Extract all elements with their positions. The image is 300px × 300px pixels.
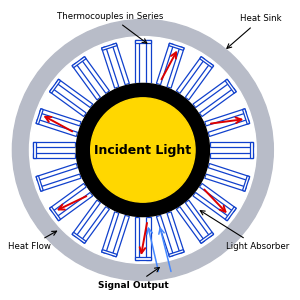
Polygon shape (185, 63, 214, 100)
Polygon shape (36, 109, 43, 124)
Polygon shape (185, 200, 214, 237)
Polygon shape (72, 63, 100, 100)
Polygon shape (193, 79, 230, 108)
Polygon shape (208, 164, 250, 181)
Polygon shape (50, 79, 61, 93)
Polygon shape (200, 57, 214, 68)
Text: Thermocouples in Series: Thermocouples in Series (57, 12, 164, 43)
Polygon shape (156, 43, 174, 85)
Text: Heat Flow: Heat Flow (8, 231, 57, 251)
Polygon shape (146, 218, 151, 260)
Polygon shape (167, 46, 184, 88)
Circle shape (91, 98, 195, 202)
Polygon shape (169, 250, 184, 257)
Polygon shape (72, 200, 100, 237)
Polygon shape (242, 176, 250, 191)
Polygon shape (102, 46, 119, 88)
Polygon shape (135, 40, 140, 82)
Polygon shape (208, 119, 250, 136)
Text: Heat Sink: Heat Sink (227, 14, 282, 48)
Polygon shape (135, 218, 140, 260)
Polygon shape (40, 174, 81, 191)
Polygon shape (81, 207, 110, 243)
Polygon shape (102, 43, 117, 50)
Circle shape (29, 37, 256, 263)
Polygon shape (210, 153, 253, 158)
Polygon shape (210, 142, 253, 147)
Polygon shape (56, 79, 93, 108)
Polygon shape (72, 232, 86, 243)
Circle shape (76, 83, 209, 217)
Polygon shape (102, 212, 119, 254)
Polygon shape (169, 43, 184, 50)
Polygon shape (225, 79, 236, 93)
Polygon shape (36, 119, 78, 136)
Polygon shape (36, 164, 78, 181)
Polygon shape (33, 142, 75, 147)
Polygon shape (225, 207, 236, 221)
Text: Light Absorber: Light Absorber (200, 211, 289, 251)
Polygon shape (176, 207, 205, 243)
Polygon shape (112, 43, 129, 85)
Polygon shape (33, 142, 36, 158)
Polygon shape (72, 57, 86, 68)
Text: Signal Output: Signal Output (98, 268, 169, 290)
Circle shape (76, 83, 209, 217)
Polygon shape (200, 88, 236, 117)
Polygon shape (102, 250, 117, 257)
Text: Incident Light: Incident Light (94, 143, 191, 157)
Polygon shape (36, 176, 43, 191)
Polygon shape (193, 192, 230, 221)
Polygon shape (56, 192, 93, 221)
Polygon shape (112, 215, 129, 257)
Polygon shape (200, 232, 214, 243)
Polygon shape (205, 174, 246, 191)
Circle shape (12, 20, 273, 281)
Polygon shape (135, 40, 151, 43)
Polygon shape (33, 153, 75, 158)
Polygon shape (81, 57, 110, 93)
Polygon shape (40, 109, 81, 126)
Polygon shape (50, 88, 86, 117)
Polygon shape (242, 109, 250, 124)
Polygon shape (156, 215, 174, 257)
Polygon shape (176, 57, 205, 93)
Polygon shape (146, 40, 151, 82)
Polygon shape (50, 183, 86, 212)
Polygon shape (50, 207, 61, 221)
Polygon shape (167, 212, 184, 254)
Polygon shape (205, 109, 246, 126)
Polygon shape (200, 183, 236, 212)
Polygon shape (135, 257, 151, 260)
Polygon shape (250, 142, 253, 158)
